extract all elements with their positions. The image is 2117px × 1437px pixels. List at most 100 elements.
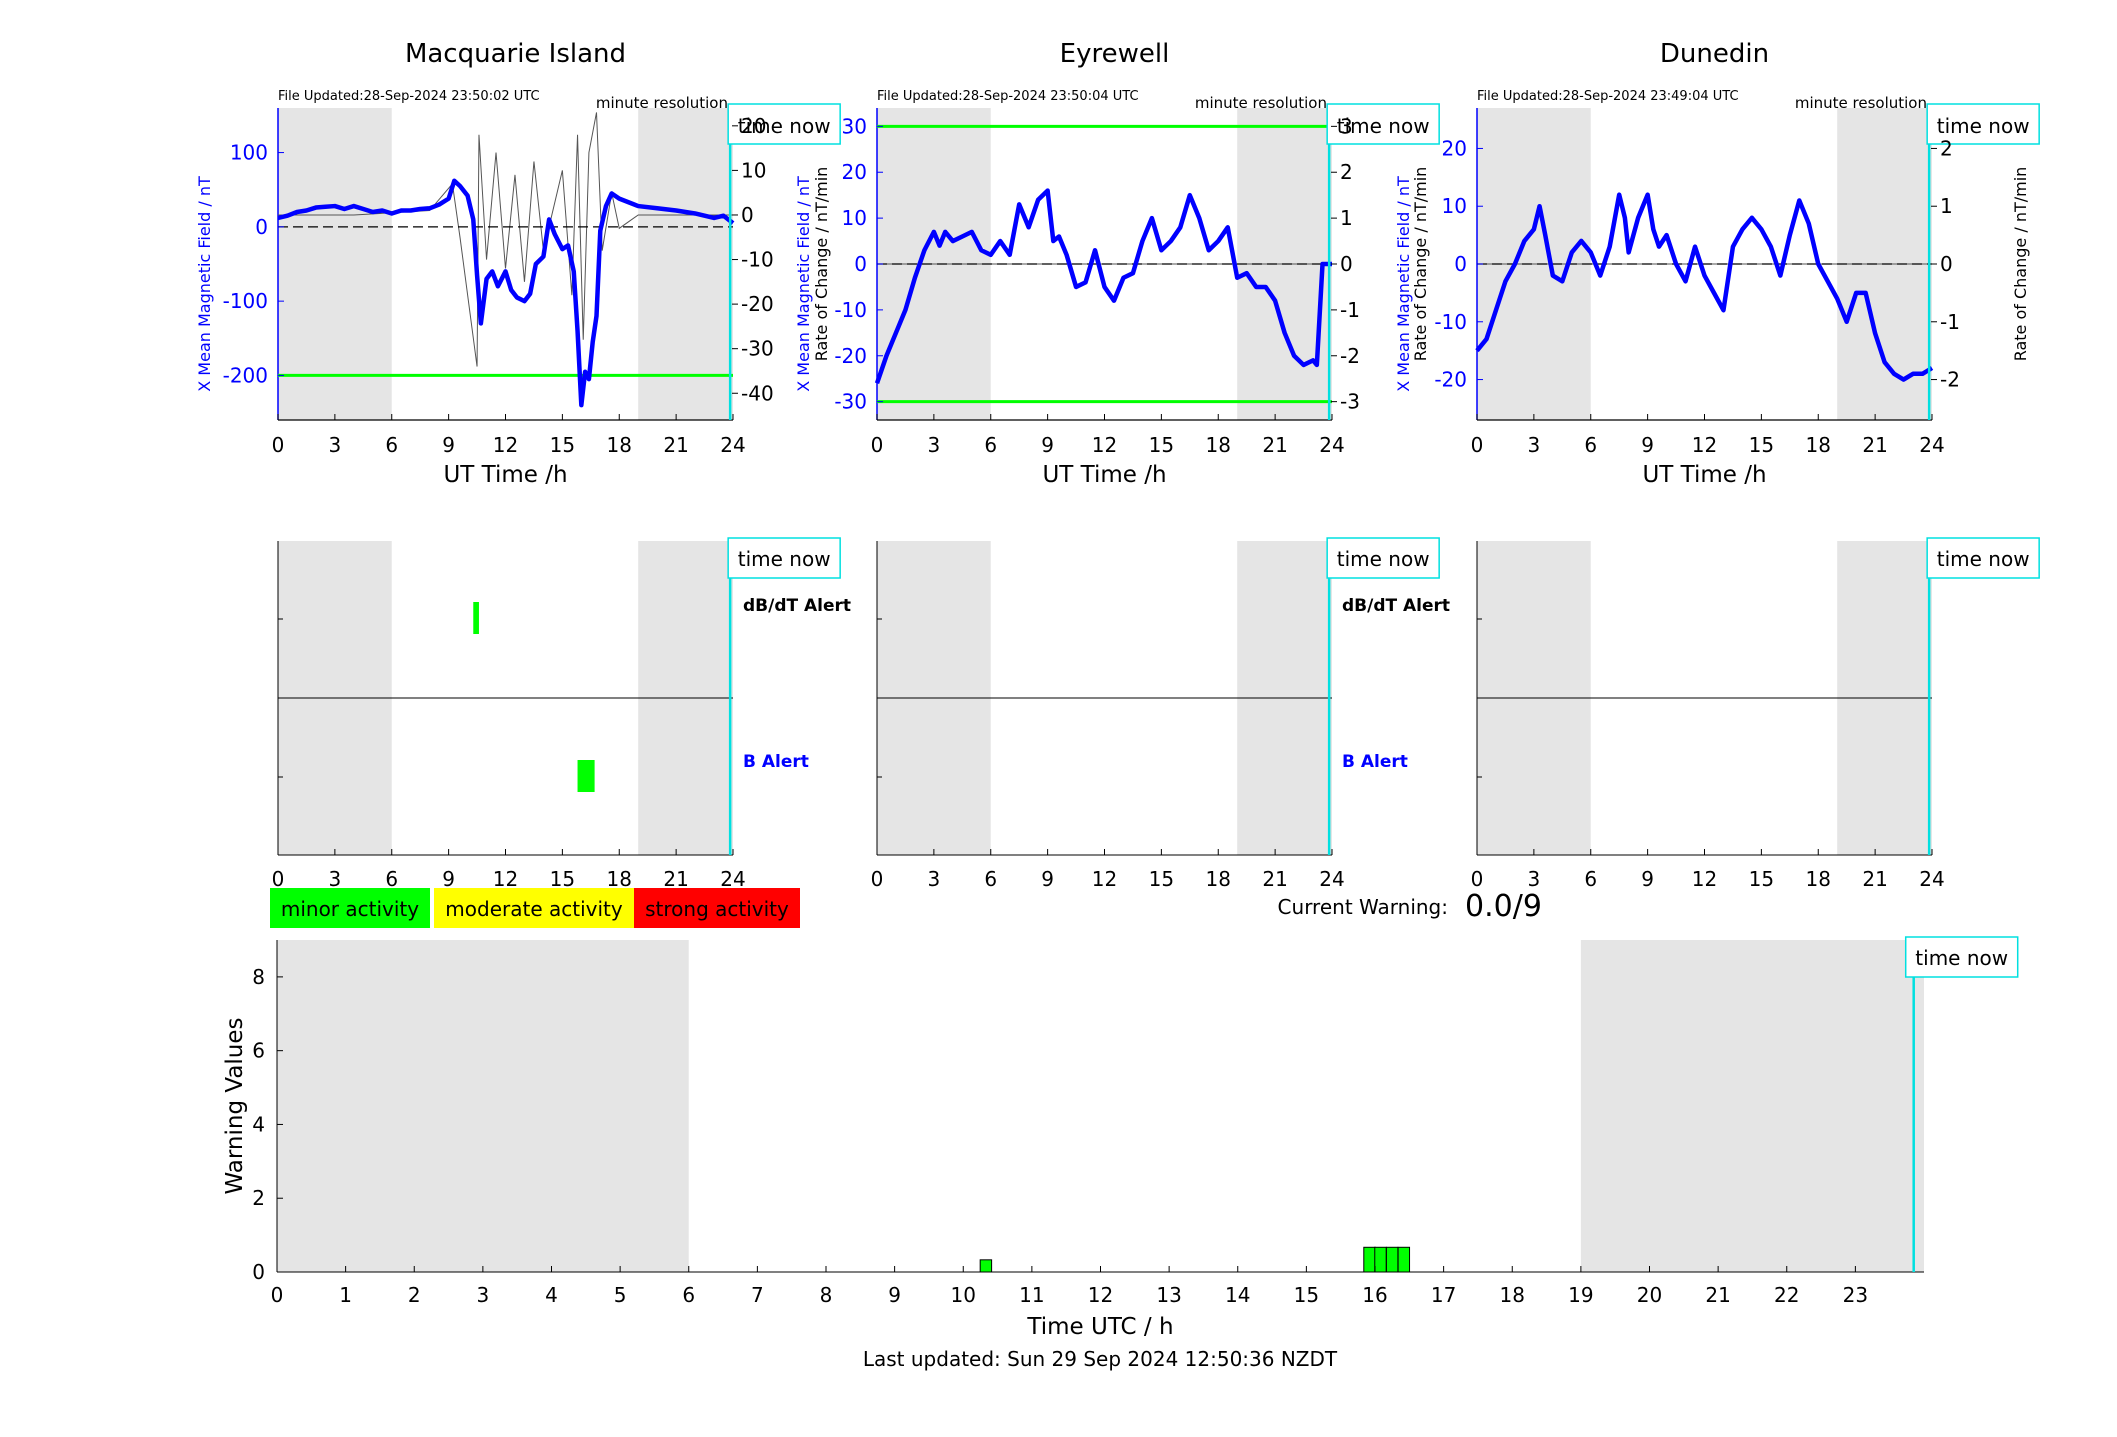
- x-axis-label: UT Time /h: [443, 462, 567, 488]
- left-tick-label: -100: [223, 289, 268, 313]
- right-tick-label: -1: [1940, 310, 1960, 334]
- dbdt-alert-label: dB/dT Alert: [1342, 596, 1450, 616]
- right-tick-label: -30: [741, 337, 774, 361]
- x-tick-label: 9: [1641, 433, 1654, 457]
- x-tick-label: 15: [550, 433, 575, 457]
- alert-panel: time now 0 3 6 9 12 15 18 21 24: [1471, 537, 2040, 891]
- x-tick-label: 1: [339, 1283, 352, 1307]
- x-tick-label: 24: [720, 433, 745, 457]
- current-warning-label: Current Warning:: [1278, 895, 1448, 919]
- x-tick-label: 9: [1641, 867, 1654, 891]
- station-title: Macquarie Island: [405, 39, 626, 69]
- station-macquarie-island: Macquarie Island File Updated:28-Sep-2024…: [195, 39, 851, 891]
- dbdt-alert-bar: [473, 602, 479, 634]
- b-alert-label: B Alert: [743, 752, 809, 772]
- x-tick-label: 6: [984, 433, 997, 457]
- x-tick-label: 24: [1319, 867, 1344, 891]
- last-updated: Last updated: Sun 29 Sep 2024 12:50:36 N…: [863, 1347, 1338, 1371]
- x-tick-label: 8: [820, 1283, 833, 1307]
- field-series: [874, 188, 1332, 385]
- x-tick-label: 3: [928, 433, 941, 457]
- x-tick-label: 6: [1584, 867, 1597, 891]
- right-tick-label: 0: [1940, 252, 1953, 276]
- x-axis-label: Time UTC / h: [1026, 1314, 1173, 1340]
- x-tick-label: 23: [1843, 1283, 1868, 1307]
- x-tick-label: 4: [545, 1283, 558, 1307]
- legend-moderate-label: moderate activity: [445, 897, 623, 921]
- left-tick-label: 10: [1442, 194, 1467, 218]
- right-tick-label: 2: [1940, 136, 1953, 160]
- time-now-label: time now: [1337, 114, 1430, 138]
- x-tick-label: 6: [682, 1283, 695, 1307]
- x-tick-label: 3: [928, 867, 941, 891]
- x-tick-label: 0: [871, 433, 884, 457]
- left-tick-label: 20: [842, 160, 867, 184]
- x-tick-label: 9: [1041, 433, 1054, 457]
- warning-bar: [979, 1259, 993, 1273]
- x-tick-label: 18: [607, 433, 632, 457]
- time-now-box: [1926, 537, 2040, 579]
- x-tick-label: 21: [1705, 1283, 1730, 1307]
- x-tick-label: 12: [1692, 867, 1717, 891]
- x-tick-label: 24: [720, 867, 745, 891]
- right-axis-label: Rate of Change / nT/min: [2011, 167, 2030, 362]
- time-now-box: [1326, 103, 1440, 145]
- x-tick-label: 12: [493, 867, 518, 891]
- x-tick-label: 9: [888, 1283, 901, 1307]
- x-tick-label: 18: [1206, 433, 1231, 457]
- x-tick-label: 12: [493, 433, 518, 457]
- x-tick-label: 9: [442, 867, 455, 891]
- x-tick-label: 11: [1019, 1283, 1044, 1307]
- x-tick-label: 5: [614, 1283, 627, 1307]
- right-tick-label: 0: [741, 203, 754, 227]
- x-tick-label: 0: [1471, 433, 1484, 457]
- legend-strong-swatch: [634, 888, 800, 928]
- x-tick-label: 15: [550, 867, 575, 891]
- left-tick-label: 100: [230, 141, 268, 165]
- x-tick-label: 12: [1092, 867, 1117, 891]
- time-now-label: time now: [1937, 547, 2030, 571]
- time-now-box: [727, 103, 841, 145]
- time-now-box: [1326, 537, 1440, 579]
- night-shade: [1580, 940, 1924, 1272]
- x-tick-label: 12: [1092, 433, 1117, 457]
- x-tick-label: 18: [1806, 433, 1831, 457]
- time-now-label: time now: [738, 114, 831, 138]
- x-tick-label: 3: [477, 1283, 490, 1307]
- x-tick-label: 15: [1749, 433, 1774, 457]
- x-tick-label: 7: [751, 1283, 764, 1307]
- right-tick-label: -10: [741, 248, 774, 272]
- station-title: Eyrewell: [1060, 39, 1170, 69]
- left-tick-label: 0: [854, 252, 867, 276]
- x-tick-label: 13: [1156, 1283, 1181, 1307]
- x-tick-label: 6: [385, 433, 398, 457]
- right-tick-label: 3: [1340, 114, 1353, 138]
- left-tick-label: 0: [255, 215, 268, 239]
- x-tick-label: 0: [272, 867, 285, 891]
- x-tick-label: 15: [1149, 867, 1174, 891]
- x-tick-label: 21: [1862, 867, 1887, 891]
- x-tick-label: 2: [408, 1283, 421, 1307]
- time-now-label: time now: [1937, 114, 2030, 138]
- left-tick-label: -200: [223, 363, 268, 387]
- x-tick-label: 3: [1528, 867, 1541, 891]
- warning-bar: [1374, 1246, 1387, 1273]
- x-axis-label: UT Time /h: [1642, 462, 1766, 488]
- right-tick-label: 0: [1340, 252, 1353, 276]
- y-tick-label: 8: [252, 965, 265, 989]
- activity-legend: minor activity moderate activity strong ac…: [270, 888, 800, 928]
- x-tick-label: 24: [1919, 867, 1944, 891]
- x-tick-label: 0: [871, 867, 884, 891]
- warning-bar: [1397, 1246, 1411, 1273]
- legend-moderate-swatch: [434, 888, 634, 928]
- left-tick-label: 10: [842, 206, 867, 230]
- x-tick-label: 18: [1206, 867, 1231, 891]
- x-tick-label: 21: [1262, 867, 1287, 891]
- alert-panel: time now dB/dT Alert B Alert 0 3 6 9 12 15 18 21 24: [272, 537, 851, 891]
- alert-panel: time now dB/dT Alert B Alert 0 3 6 9 12 15 18 21 24: [871, 537, 1450, 891]
- time-now-label: time now: [1915, 946, 2008, 970]
- time-now-box: [727, 537, 841, 579]
- legend-minor-label: minor activity: [281, 897, 419, 921]
- right-tick-label: -20: [741, 292, 774, 316]
